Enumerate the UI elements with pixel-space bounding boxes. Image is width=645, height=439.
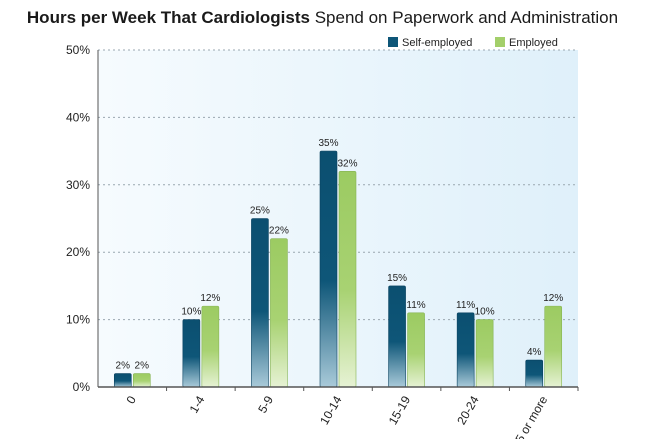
data-label: 10%: [475, 307, 495, 318]
data-label: 12%: [200, 293, 220, 304]
data-label: 11%: [456, 300, 475, 311]
legend-label: Self-employed: [402, 37, 472, 49]
chart-title: Hours per Week That Cardiologists Spend …: [0, 8, 645, 28]
bar-self-employed-5-9: [251, 218, 269, 388]
x-tick-label: 20-24: [454, 393, 482, 427]
data-label: 2%: [135, 361, 150, 372]
bar-self-employed-1-4: [182, 319, 201, 388]
bar-employed-20-24: [475, 319, 494, 388]
data-label: 4%: [527, 347, 542, 358]
x-tick-label: 25 or more: [509, 393, 550, 439]
legend: Self-employed Employed: [388, 37, 558, 49]
bar-employed-25-or-more: [544, 305, 563, 388]
y-tick-label: 10%: [66, 313, 90, 327]
data-label: 15%: [387, 273, 407, 284]
y-tick-label: 0%: [73, 380, 91, 394]
data-labels: 2% 2%10%12%25%22%35%32%15%11% 11%10%4%12%: [116, 138, 564, 371]
data-label: 25%: [250, 206, 270, 217]
bar-self-employed-10-14: [319, 150, 338, 388]
data-label: 32%: [337, 158, 357, 169]
chart-title-rest: Spend on Paperwork and Administration: [314, 8, 619, 27]
plot-area: [98, 50, 578, 387]
bars: [113, 150, 563, 388]
bar-self-employed-25-or-more: [525, 359, 544, 388]
chart-title-bold: Hours per Week That Cardiologists: [26, 8, 310, 27]
y-tick-label: 40%: [66, 110, 90, 124]
bar-employed-0: [132, 373, 151, 388]
data-label: 22%: [269, 226, 289, 237]
y-tick-label: 30%: [66, 178, 90, 192]
bar-employed-1-4: [201, 305, 220, 388]
y-tick-label: 20%: [66, 245, 90, 259]
data-label: 11%: [406, 300, 425, 311]
x-tick-label: 15-19: [386, 393, 414, 427]
data-label: 10%: [181, 307, 201, 318]
legend-swatch: [495, 37, 505, 47]
x-tick-label: 1-4: [187, 393, 208, 415]
data-label: 2%: [116, 361, 131, 372]
bar-self-employed-20-24: [456, 312, 475, 388]
x-tick-label: 0: [123, 393, 139, 406]
x-tick-label: 10-14: [317, 393, 345, 427]
gridlines: [98, 49, 578, 321]
bar-employed-5-9: [270, 238, 288, 388]
data-label: 35%: [318, 138, 338, 149]
x-tick-label: 5-9: [255, 393, 276, 415]
y-tick-label: 50%: [66, 43, 90, 57]
legend-swatch: [388, 37, 398, 47]
bar-self-employed-0: [113, 373, 132, 388]
bar-employed-10-14: [338, 171, 357, 388]
data-label: 12%: [543, 293, 563, 304]
legend-label: Employed: [509, 37, 558, 49]
bar-employed-15-19: [407, 312, 425, 388]
bar-self-employed-15-19: [388, 285, 406, 388]
